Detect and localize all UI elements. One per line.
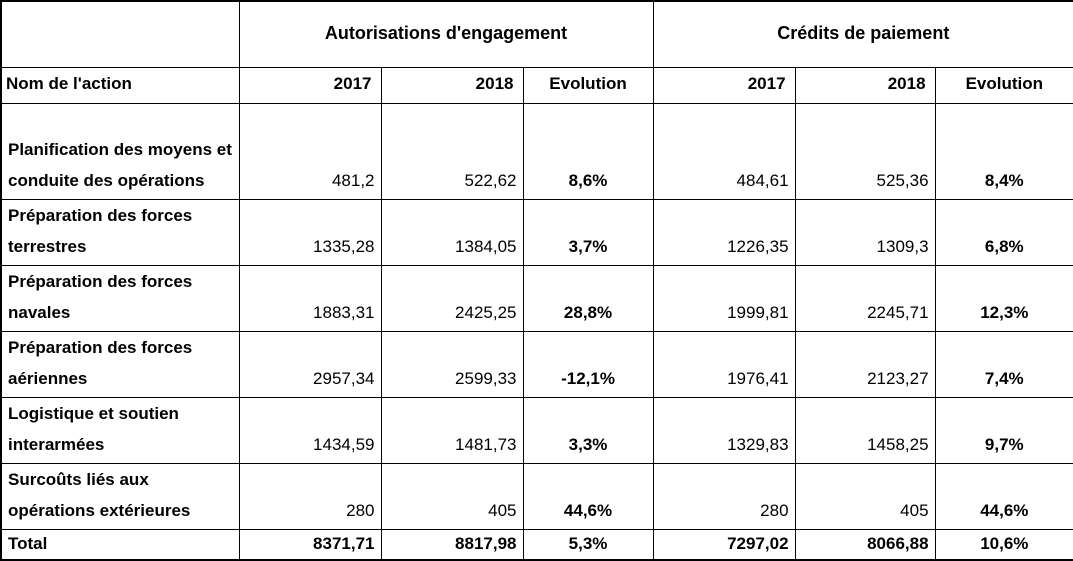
evolution-cell-ae: 44,6% bbox=[522, 462, 654, 530]
evolution-cell-ae: 3,3% bbox=[522, 396, 654, 464]
value-cell-cp-2018: 525,36 bbox=[794, 102, 936, 200]
evolution-cell-cp: 6,8% bbox=[934, 198, 1073, 266]
column-header-cp-evolution: Evolution bbox=[934, 66, 1073, 104]
value-cell-ae-2017: 280 bbox=[238, 462, 382, 530]
value-cell-cp-2018: 2123,27 bbox=[794, 330, 936, 398]
value-cell-ae-2018: 1481,73 bbox=[380, 396, 524, 464]
corner-cell bbox=[0, 0, 240, 68]
value-cell-cp-2017: 280 bbox=[652, 462, 796, 530]
table-row-forces-navales: Préparation des forces navales 1883,31 2… bbox=[0, 264, 1073, 332]
value-cell-cp-2018: 1458,25 bbox=[794, 396, 936, 464]
table-row-forces-terrestres: Préparation des forces terrestres 1335,2… bbox=[0, 198, 1073, 266]
table-row-logistique: Logistique et soutien interarmées 1434,5… bbox=[0, 396, 1073, 464]
total-cell-cp-2017: 7297,02 bbox=[652, 528, 796, 561]
value-cell-cp-2017: 484,61 bbox=[652, 102, 796, 200]
value-cell-cp-2017: 1976,41 bbox=[652, 330, 796, 398]
evolution-cell-cp: 9,7% bbox=[934, 396, 1073, 464]
column-header-ae-evolution: Evolution bbox=[522, 66, 654, 104]
evolution-cell-cp: 12,3% bbox=[934, 264, 1073, 332]
row-label: Préparation des forces navales bbox=[0, 264, 240, 332]
table-row-forces-aeriennes: Préparation des forces aériennes 2957,34… bbox=[0, 330, 1073, 398]
row-label: Surcoûts liés aux opérations extérieures bbox=[0, 462, 240, 530]
column-header-ae-2017: 2017 bbox=[238, 66, 382, 104]
table-row-surcouts-opex: Surcoûts liés aux opérations extérieures… bbox=[0, 462, 1073, 530]
evolution-cell-ae: 3,7% bbox=[522, 198, 654, 266]
value-cell-cp-2018: 1309,3 bbox=[794, 198, 936, 266]
value-cell-ae-2017: 1335,28 bbox=[238, 198, 382, 266]
row-label-total: Total bbox=[0, 528, 240, 561]
table-row-planification: Planification des moyens et conduite des… bbox=[0, 102, 1073, 200]
evolution-cell-ae: -12,1% bbox=[522, 330, 654, 398]
value-cell-cp-2017: 1329,83 bbox=[652, 396, 796, 464]
total-evolution-cell-ae: 5,3% bbox=[522, 528, 654, 561]
total-cell-ae-2018: 8817,98 bbox=[380, 528, 524, 561]
evolution-cell-cp: 7,4% bbox=[934, 330, 1073, 398]
group-header-autorisations-engagement: Autorisations d'engagement bbox=[238, 0, 654, 68]
evolution-cell-ae: 8,6% bbox=[522, 102, 654, 200]
value-cell-ae-2018: 522,62 bbox=[380, 102, 524, 200]
value-cell-cp-2017: 1999,81 bbox=[652, 264, 796, 332]
value-cell-ae-2018: 1384,05 bbox=[380, 198, 524, 266]
row-label: Préparation des forces terrestres bbox=[0, 198, 240, 266]
column-header-nom-action: Nom de l'action bbox=[0, 66, 240, 104]
value-cell-ae-2018: 2425,25 bbox=[380, 264, 524, 332]
value-cell-cp-2018: 405 bbox=[794, 462, 936, 530]
column-header-cp-2018: 2018 bbox=[794, 66, 936, 104]
column-header-row: Nom de l'action 2017 2018 Evolution 2017… bbox=[0, 66, 1073, 104]
value-cell-ae-2018: 2599,33 bbox=[380, 330, 524, 398]
value-cell-cp-2017: 1226,35 bbox=[652, 198, 796, 266]
evolution-cell-cp: 44,6% bbox=[934, 462, 1073, 530]
value-cell-cp-2018: 2245,71 bbox=[794, 264, 936, 332]
group-header-row: Autorisations d'engagement Crédits de pa… bbox=[0, 0, 1073, 68]
evolution-cell-ae: 28,8% bbox=[522, 264, 654, 332]
table-row-total: Total 8371,71 8817,98 5,3% 7297,02 8066,… bbox=[0, 528, 1073, 561]
value-cell-ae-2017: 2957,34 bbox=[238, 330, 382, 398]
total-cell-ae-2017: 8371,71 bbox=[238, 528, 382, 561]
value-cell-ae-2017: 1883,31 bbox=[238, 264, 382, 332]
value-cell-ae-2017: 481,2 bbox=[238, 102, 382, 200]
row-label: Planification des moyens et conduite des… bbox=[0, 102, 240, 200]
evolution-cell-cp: 8,4% bbox=[934, 102, 1073, 200]
column-header-ae-2018: 2018 bbox=[380, 66, 524, 104]
total-evolution-cell-cp: 10,6% bbox=[934, 528, 1073, 561]
row-label: Préparation des forces aériennes bbox=[0, 330, 240, 398]
value-cell-ae-2017: 1434,59 bbox=[238, 396, 382, 464]
column-header-cp-2017: 2017 bbox=[652, 66, 796, 104]
value-cell-ae-2018: 405 bbox=[380, 462, 524, 530]
row-label: Logistique et soutien interarmées bbox=[0, 396, 240, 464]
total-cell-cp-2018: 8066,88 bbox=[794, 528, 936, 561]
group-header-credits-paiement: Crédits de paiement bbox=[652, 0, 1073, 68]
